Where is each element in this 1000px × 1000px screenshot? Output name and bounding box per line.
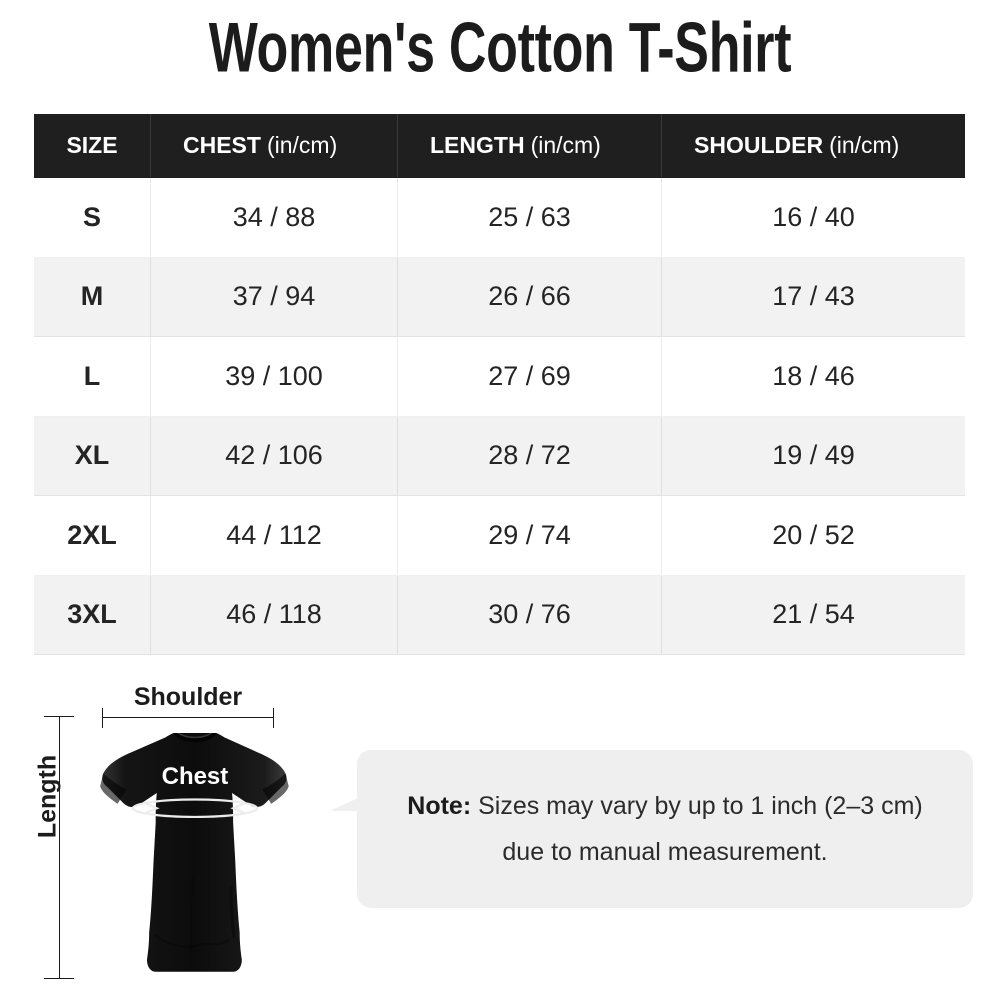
svg-text:Chest: Chest (162, 763, 229, 790)
